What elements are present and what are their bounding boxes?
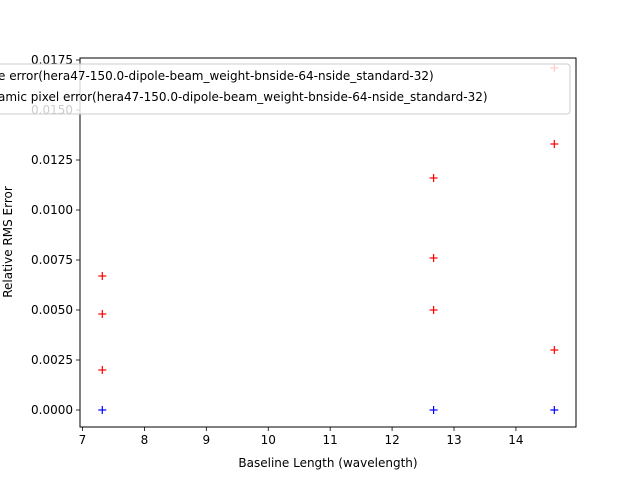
x-tick-label: 13: [446, 433, 461, 447]
x-tick-label: 8: [141, 433, 149, 447]
x-tick-label: 12: [384, 433, 399, 447]
legend-box: [0, 63, 571, 115]
series-2-point: [550, 140, 559, 148]
legend: e error(hera47-150.0-dipole-beam_weight-…: [0, 63, 571, 115]
plot-area: [80, 58, 576, 427]
series-2-point: [98, 366, 107, 374]
y-tick-label: 0.0125: [31, 153, 73, 167]
plot-frame: [79, 57, 577, 428]
series-2-point: [98, 272, 107, 280]
plot-background: [80, 58, 576, 427]
series-1-point: [98, 406, 107, 414]
y-tick-label: 0.0075: [31, 253, 73, 267]
y-tick-label: 0.0000: [31, 403, 73, 417]
series-2-point: [550, 346, 559, 354]
series-2-point: [98, 310, 107, 318]
x-tick-label: 11: [323, 433, 338, 447]
y-tick-label: 0.0100: [31, 203, 73, 217]
x-axis: 7 8 9 10 11 12 13 14: [79, 427, 524, 447]
x-axis-label: Baseline Length (wavelength): [238, 456, 417, 470]
y-axis-label: Relative RMS Error: [1, 186, 15, 298]
series-2-point: [429, 306, 438, 314]
x-tick-label: 7: [79, 433, 87, 447]
x-tick-label: 14: [508, 433, 523, 447]
series-2-point: [429, 254, 438, 262]
legend-label-series-2: amic pixel error(hera47-150.0-dipole-bea…: [0, 90, 488, 104]
series-2-point: [429, 174, 438, 182]
y-tick-label: 0.0050: [31, 303, 73, 317]
x-tick-label: 10: [261, 433, 276, 447]
x-tick-label: 9: [203, 433, 211, 447]
series-1-point: [429, 406, 438, 414]
legend-label-series-1: e error(hera47-150.0-dipole-beam_weight-…: [0, 69, 434, 83]
series-1-point: [550, 406, 559, 414]
y-axis: 0.00000.00250.00500.00750.01000.01250.01…: [31, 53, 80, 417]
y-tick-label: 0.0025: [31, 353, 73, 367]
